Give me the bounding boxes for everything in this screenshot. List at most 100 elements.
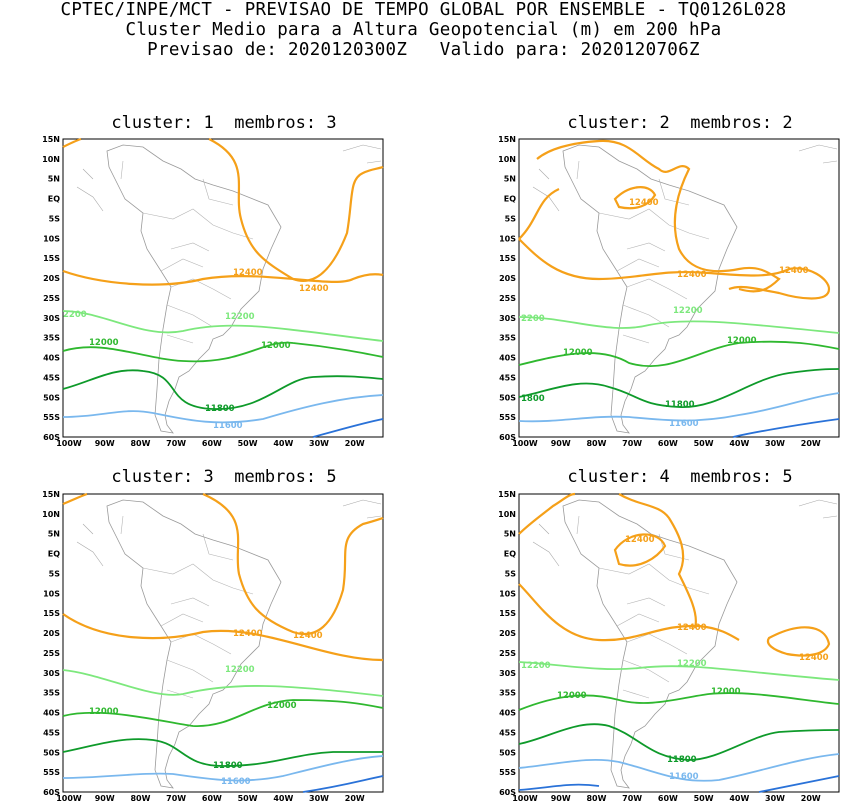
p3-label-12000-a: 12000 [89,707,119,717]
p3-label-12400-b: 12400 [293,631,323,641]
panel-1-lat-tick: 10S [43,234,60,243]
panel-3-lon-tick: 70W [166,794,186,803]
panel-2-lat-tick: EQ [504,195,516,204]
panel-2-lat-tick: 45S [499,373,516,382]
panel-1-lon-tick: 30W [309,439,329,448]
panel-1-lat-tick: 35S [43,334,60,343]
p4-label-12200-b: 12200 [677,659,707,669]
p4-label-12200-a: 12200 [521,661,551,671]
panel-3-lat-tick: 10N [42,510,60,519]
p3-label-11800: 11800 [213,761,243,771]
panel-3-lon-tick: 80W [130,794,150,803]
panel-4-lat-tick: 20S [499,629,516,638]
panel-1-lat-tick: 40S [43,354,60,363]
p1-label-12400-a: 12400 [233,268,263,278]
panel-3-lon-tick: 20W [345,794,365,803]
panel-4-lat-tick: 50S [499,748,516,757]
panel-3-lat-tick: 5S [49,569,61,578]
p4-label-12000-a: 12000 [557,691,587,701]
panel-2-lat-tick: 15S [499,254,516,263]
panel-2-lon-tick: 50W [694,439,714,448]
panel-3-lon-tick: 30W [309,794,329,803]
panel-1-lat-tick: 5N [48,175,60,184]
p3-label-12400-a: 12400 [233,629,263,639]
panel-3-lat-tick: 25S [43,649,60,658]
panel-3-lat-tick: 50S [43,748,60,757]
panel-4-lon-tick: 20W [801,794,821,803]
panel-3-lon-tick: 60W [202,794,222,803]
main-title: CPTEC/INPE/MCT - PREVISAO DE TEMPO GLOBA… [60,0,787,20]
panel-3-lat-tick: EQ [48,550,60,559]
p1-label-11800: 11800 [205,404,235,414]
panel-2-lon-tick: 70W [622,439,642,448]
panel-4-lon-tick: 70W [622,794,642,803]
panel-4-lon-tick: 60W [658,794,678,803]
panel-2-lat-tick: 20S [499,274,516,283]
panel-4-map: 12400 12400 12400 12200 12200 12000 1200… [518,492,840,793]
panel-3-lat-tick: 15N [42,490,60,499]
panel-2-lon-tick: 80W [586,439,606,448]
panel-4-lat-tick: 10S [499,589,516,598]
panel-2-lon-tick: 40W [729,439,749,448]
p2-label-12400-b: 12400 [677,270,707,280]
p2-label-12400-a: 12400 [629,198,659,208]
p2-label-12400-c: 12400 [779,266,809,276]
panel-1-lon-tick: 40W [273,439,293,448]
p1-label-12000-b: 12000 [261,341,291,351]
p1-label-11600: 11600 [213,421,243,431]
p4-label-12000-b: 12000 [711,687,741,697]
panel-1-lon-tick: 80W [130,439,150,448]
panel-2-lat-tick: 15N [498,135,516,144]
p3-label-11600: 11600 [221,777,251,787]
panel-1-lon-tick: 60W [202,439,222,448]
panel-4-lat-tick: 40S [499,709,516,718]
panel-4-lat-tick: 45S [499,728,516,737]
panel-4-lat-tick: 15S [499,609,516,618]
panel-3-lon-tick: 50W [238,794,258,803]
panel-1-lon-tick: 70W [166,439,186,448]
panel-2-lon-tick: 30W [765,439,785,448]
panel-1-lat-tick: 50S [43,393,60,402]
panel-4-lat-tick: EQ [504,550,516,559]
panel-4-frame [518,493,840,793]
panel-4-lon-tick: 80W [586,794,606,803]
panel-3-title: cluster: 3 membros: 5 [111,467,337,487]
panel-4-lon-tick: 40W [729,794,749,803]
panel-3-lat-tick: 45S [43,728,60,737]
panel-2-lat-tick: 25S [499,294,516,303]
panel-1-lat-tick: 60S [43,433,60,442]
panel-3-lon-tick: 40W [273,794,293,803]
panel-2-lat-tick: 50S [499,393,516,402]
p3-label-12200: 12200 [225,665,255,675]
panel-4-lat-tick: 60S [499,788,516,797]
panel-3-lat-tick: 40S [43,709,60,718]
panel-4-lon-tick: 90W [551,794,571,803]
panel-2-lat-tick: 40S [499,354,516,363]
p2-label-1800: 1800 [521,394,545,404]
panel-1-lon-tick: 50W [238,439,258,448]
panel-3-lat-tick: 15S [43,609,60,618]
p3-label-12000-b: 12000 [267,701,297,711]
panel-4-lat-tick: 10N [498,510,516,519]
panel-1-lon-tick: 90W [95,439,115,448]
panel-2-lat-tick: 5N [504,175,516,184]
panel-3-frame [62,493,384,793]
panel-3-lat-tick: 35S [43,689,60,698]
p1-label-12000-a: 12000 [89,338,119,348]
panel-1-lat-tick: 5S [49,214,61,223]
panel-4-lat-tick: 5N [504,530,516,539]
panel-1-lat-tick: 45S [43,373,60,382]
p2-label-11800: 11800 [665,400,695,410]
p2-label-12000-a: 12000 [563,348,593,358]
panel-2-lat-tick: 30S [499,314,516,323]
panel-3-lat-tick: 5N [48,530,60,539]
p4-label-12400-b: 12400 [677,623,707,633]
panel-4-lat-tick: 35S [499,689,516,698]
panel-2-map: 12400 12400 12400 2200 12200 12000 12000… [518,138,840,438]
p2-label-2200: 2200 [521,314,545,324]
p4-label-12400-a: 12400 [625,535,655,545]
panel-4-lat-tick: 5S [505,569,517,578]
panel-4-lon-tick: 100W [512,794,538,803]
panel-3-lat-tick: 10S [43,589,60,598]
p2-label-12000-b: 12000 [727,336,757,346]
